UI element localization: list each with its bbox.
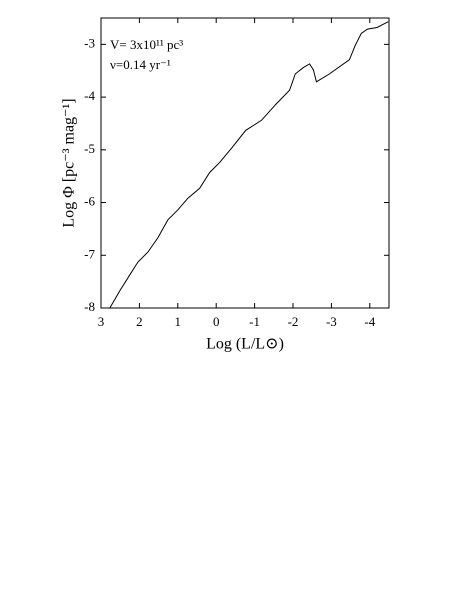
data-line — [109, 21, 389, 309]
x-tick-label: -2 — [288, 314, 299, 329]
x-tick-label: 0 — [213, 314, 220, 329]
y-tick-label: -4 — [84, 88, 95, 103]
y-tick-label: -3 — [84, 35, 95, 50]
x-tick-label: 3 — [98, 314, 105, 329]
plot-frame — [100, 17, 390, 309]
annotation: V= 3x10¹¹ pc³ — [110, 37, 183, 52]
x-tick-label: 2 — [136, 314, 143, 329]
y-tick-label: -8 — [84, 299, 95, 314]
x-tick-label: -4 — [364, 314, 375, 329]
y-tick-label: -7 — [84, 246, 95, 261]
x-tick-label: 1 — [175, 314, 182, 329]
y-tick-label: -5 — [84, 141, 95, 156]
x-axis-label: Log (L/L⊙) — [206, 336, 284, 353]
x-tick-label: -3 — [326, 314, 337, 329]
y-tick-label: -6 — [84, 194, 95, 209]
y-axis-label: Log Φ [pc⁻³ mag⁻¹] — [61, 98, 78, 227]
x-tick-label: -1 — [249, 314, 260, 329]
annotation: ν=0.14 yr⁻¹ — [110, 57, 171, 72]
